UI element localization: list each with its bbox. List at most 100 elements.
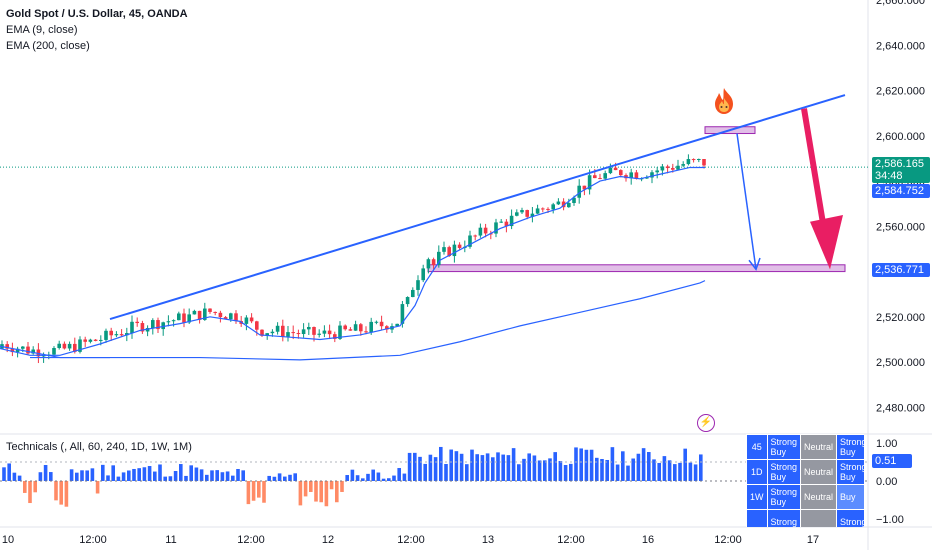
oscillator-bar [75,472,79,481]
candle-body [270,331,275,334]
red-arrow-shaft [801,108,828,236]
oscillator-bar [106,475,110,481]
candle-body [655,170,659,173]
ema200-legend: EMA (200, close) [6,40,90,52]
candle-body [369,321,373,333]
oscillator-bar [673,464,677,481]
oscillator-bar [80,470,84,481]
oscillator-tick-label: 1.00 [876,438,897,450]
oscillator-bar [496,452,500,481]
oscillator-bar [184,475,188,481]
candle-body [353,324,358,331]
candle-body [343,325,347,330]
oscillator-bar [350,469,355,481]
oscillator-badge: 0.51 [872,454,912,468]
candle-body [395,323,399,327]
candle-body [41,355,46,357]
oscillator-bar [173,471,178,481]
candle-body [260,329,264,336]
x-tick-label: 12:00 [557,534,585,546]
oscillator-bar [283,476,287,481]
candle-body [109,330,113,336]
oscillator-bar [194,467,199,481]
oscillator-bar [449,449,453,481]
rating-cell: Strong Buy [836,459,864,485]
candle-body [431,259,436,266]
candle-body [203,308,207,320]
oscillator-bar [491,457,495,481]
candle-body [327,330,332,335]
candle-body [483,227,488,234]
oscillator-bar [272,476,277,481]
candle-body [21,346,25,349]
oscillator-bar [298,481,303,506]
oscillator-bar [407,452,412,481]
candle-body [504,221,509,227]
oscillator-bar [459,453,464,481]
candle-body [161,322,165,330]
candle-body [650,172,654,178]
oscillator-bar [506,455,511,481]
candle-body [697,159,701,161]
oscillator-bar [116,476,121,481]
lightning-icon[interactable]: ⚡ [697,414,715,432]
oscillator-bar [251,481,256,501]
x-tick-label: 12 [322,534,334,546]
oscillator-bar [574,447,578,481]
y-tick-label: 2,560.000 [876,221,925,233]
technicals-label: Technicals (, All, 60, 240, 1D, 1W, 1M) [6,441,192,453]
candle-body [208,308,212,312]
oscillator-bar [662,456,667,481]
y-tick-label: 2,500.000 [876,357,925,369]
oscillator-bar [179,464,183,481]
rating-cell: Neutral [800,434,838,460]
candle-body [125,333,129,336]
candle-body [135,321,139,324]
y-tick-label: 2,660.000 [876,0,925,7]
x-tick-label: 11 [165,534,176,546]
oscillator-bar [600,458,604,481]
oscillator-bar [563,465,568,481]
oscillator-bar [12,472,17,481]
candle-body [665,166,670,169]
oscillator-bar [199,469,204,481]
candle-body [447,247,451,257]
oscillator-bar [163,476,167,481]
candle-body [400,304,405,324]
candle-body [608,167,613,174]
oscillator-bar [90,468,95,481]
rating-row: Strong Strong [746,509,864,527]
rating-row: 45 Strong Buy Neutral Strong Buy [746,434,864,460]
oscillator-bar [309,481,313,492]
candle-body [281,325,285,337]
ema200-line [0,280,706,361]
oscillator-bar [522,458,526,481]
candle-body [93,339,98,341]
oscillator-bar [33,481,37,493]
oscillator-bar [527,453,531,481]
candle-body [114,334,119,336]
candle-body [598,178,602,180]
rating-cell [800,509,838,527]
ema9-badge: 2,584.752 [872,184,930,198]
oscillator-bar [121,472,126,481]
candle-body [307,326,311,330]
candle-body [515,212,519,216]
candle-body [130,321,134,334]
oscillator-bar [667,460,672,481]
candle-body [213,311,217,313]
candle-body [473,235,477,237]
candle-body [546,208,550,210]
candle-countdown: 34:48 [875,170,903,182]
oscillator-bar [392,475,396,481]
candle-body [561,201,566,208]
candle-body [57,343,61,349]
candle-body [634,172,639,179]
oscillator-bar [241,470,245,481]
oscillator-bar [397,468,401,481]
ema9-legend: EMA (9, close) [6,24,78,36]
candle-body [197,310,202,320]
oscillator-bar [584,449,589,481]
y-tick-label: 2,620.000 [876,86,925,98]
oscillator-tick-label: −1.00 [876,514,904,526]
